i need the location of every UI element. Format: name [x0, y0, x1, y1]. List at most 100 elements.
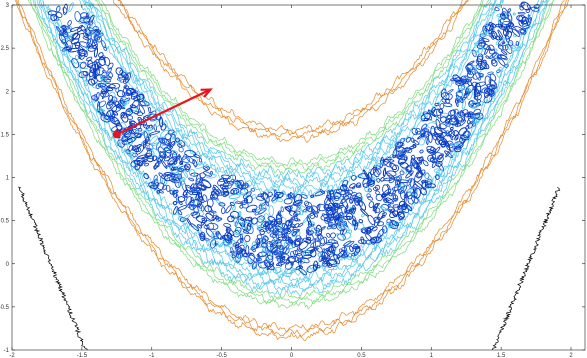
- contour-blob: [382, 184, 390, 195]
- contour-blob: [259, 229, 265, 236]
- contour-blob: [276, 214, 283, 225]
- contour-blob: [72, 32, 81, 40]
- contour-blob: [189, 169, 196, 177]
- contour-blob: [94, 46, 98, 58]
- contour-blob: [458, 111, 466, 117]
- contour-outer-upper: [119, 0, 463, 135]
- contour-blob: [307, 230, 314, 236]
- contour-blob: [445, 149, 452, 158]
- contour-blob: [87, 43, 94, 49]
- contour-blob: [256, 234, 263, 240]
- contour-blob: [117, 77, 121, 81]
- contour-blob: [298, 265, 303, 269]
- contour-blob: [446, 89, 454, 95]
- contour-blob: [143, 173, 149, 180]
- contour-blob: [521, 16, 529, 25]
- contour-blob: [188, 177, 195, 182]
- contour-blob: [310, 241, 322, 249]
- contour-blob: [484, 91, 490, 99]
- y-tick-label: 1.5: [1, 132, 10, 138]
- contour-blob: [274, 189, 279, 200]
- contour-blob: [82, 71, 89, 76]
- contour-blob: [505, 30, 512, 40]
- contour-blob: [193, 153, 200, 159]
- contour-blob: [150, 142, 160, 147]
- contour-blob: [446, 131, 453, 137]
- contour-blob: [284, 268, 293, 274]
- contour-blob: [214, 242, 218, 246]
- contour-blob: [172, 173, 182, 182]
- contour-inner-lower: [42, 0, 542, 281]
- contour-blob: [177, 210, 183, 216]
- contour-blob: [273, 266, 282, 274]
- contour-blob: [126, 88, 131, 96]
- contour-blob: [195, 215, 208, 223]
- contour-blob: [358, 200, 366, 211]
- contour-blob: [477, 61, 488, 70]
- contour-blob: [386, 198, 398, 204]
- contour-blob: [55, 5, 61, 13]
- contour-blob: [417, 132, 426, 140]
- contour-blob: [406, 179, 412, 186]
- contour-blob: [461, 109, 469, 116]
- contour-blob: [459, 137, 466, 144]
- contour-inner-lower: [38, 0, 544, 285]
- contour-blob: [281, 229, 287, 235]
- contour-blob: [454, 122, 462, 127]
- gradient-arrow: [112, 88, 213, 139]
- contour-blob: [200, 180, 212, 189]
- contour-blob: [499, 13, 506, 20]
- contour-blob: [304, 246, 316, 256]
- contour-blob: [133, 160, 142, 166]
- contour-blob: [173, 189, 179, 194]
- contour-blob: [423, 117, 429, 122]
- contour-blob: [199, 172, 206, 179]
- contour-blob: [87, 60, 94, 68]
- contour-blob: [282, 245, 288, 255]
- contour-blob: [162, 184, 167, 191]
- contour-blob: [313, 260, 318, 271]
- contour-blob: [383, 197, 389, 202]
- contour-blob: [83, 17, 90, 24]
- contour-blob: [123, 84, 128, 89]
- contour-blob: [294, 253, 303, 263]
- contour-blob: [293, 239, 301, 246]
- contour-blob: [306, 226, 310, 234]
- contour-blob: [397, 153, 405, 160]
- contour-blob: [56, 17, 63, 28]
- contour-blob: [488, 52, 498, 59]
- contour-blob: [228, 194, 241, 199]
- contour-blob: [211, 230, 219, 240]
- contour-blob: [354, 246, 361, 253]
- contour-blob: [78, 71, 88, 78]
- contour-blob: [233, 189, 238, 195]
- contour-blob: [277, 210, 282, 215]
- contour-blob: [221, 207, 226, 215]
- contour-blob: [491, 58, 497, 64]
- contour-blob: [150, 147, 160, 158]
- contour-blob: [406, 164, 413, 172]
- contour-blob: [262, 191, 270, 203]
- contour-blob: [255, 238, 261, 246]
- contour-blob: [434, 168, 440, 174]
- contour-blob: [105, 87, 113, 92]
- contour-blob: [497, 29, 504, 39]
- contour-blob: [410, 158, 419, 169]
- contour-blob: [200, 184, 207, 191]
- contour-blob: [304, 200, 309, 207]
- contour-blob: [334, 218, 339, 226]
- contour-blob: [87, 30, 97, 35]
- contour-blob: [421, 123, 428, 131]
- contour-blob: [175, 137, 180, 143]
- contour-blob: [97, 101, 101, 113]
- contour-blob: [462, 78, 470, 85]
- contour-blob: [287, 193, 292, 199]
- contour-blob: [213, 189, 220, 195]
- contour-blob: [120, 111, 129, 123]
- contour-blob: [376, 168, 382, 175]
- contour-blob: [240, 238, 244, 244]
- contour-blob: [86, 38, 94, 48]
- contour-blob: [218, 202, 226, 207]
- contour-blob: [144, 162, 150, 167]
- contour-blob: [186, 217, 192, 226]
